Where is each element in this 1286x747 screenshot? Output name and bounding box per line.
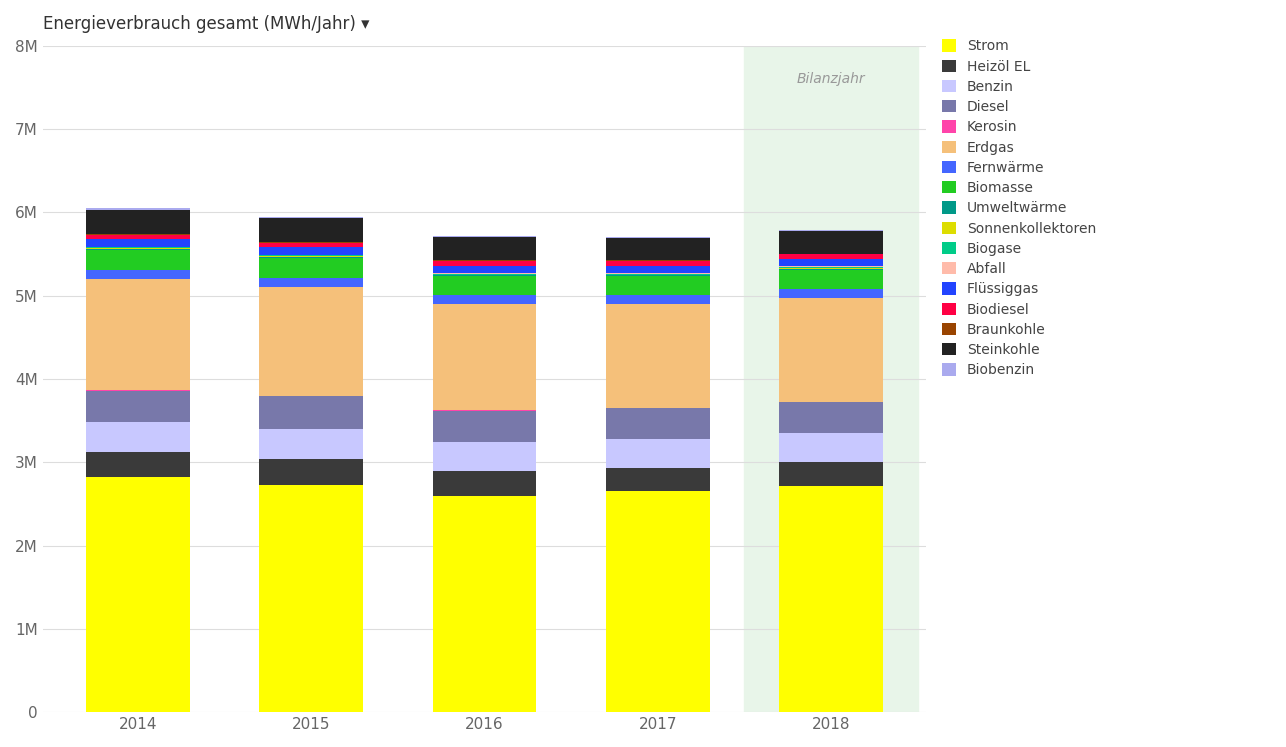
Bar <box>260 242 363 243</box>
Bar <box>86 239 190 247</box>
Bar <box>779 433 883 462</box>
Bar <box>779 255 883 259</box>
Bar <box>432 236 536 238</box>
Text: Energieverbrauch gesamt (MWh/Jahr) ▾: Energieverbrauch gesamt (MWh/Jahr) ▾ <box>42 15 369 33</box>
Bar <box>606 273 710 275</box>
Bar <box>260 397 363 429</box>
Bar <box>86 422 190 452</box>
Bar <box>606 408 710 439</box>
Bar <box>779 259 883 266</box>
Bar <box>779 289 883 297</box>
Bar <box>260 247 363 255</box>
Bar <box>260 278 363 287</box>
Bar <box>606 238 710 260</box>
Bar <box>432 261 536 266</box>
Bar <box>260 257 363 258</box>
Bar <box>260 287 363 396</box>
Bar <box>606 275 710 276</box>
Bar <box>779 253 883 255</box>
Bar <box>86 270 190 279</box>
Bar <box>86 234 190 235</box>
Text: Bilanzjahr: Bilanzjahr <box>796 72 865 87</box>
Bar <box>606 439 710 468</box>
Bar <box>779 267 883 268</box>
Bar <box>260 255 363 256</box>
Bar <box>432 442 536 471</box>
Bar <box>86 208 190 210</box>
Bar <box>606 261 710 266</box>
Bar <box>606 276 710 295</box>
Bar <box>432 260 536 261</box>
Bar <box>432 238 536 260</box>
Bar <box>260 485 363 712</box>
Bar <box>606 492 710 712</box>
Bar <box>606 260 710 261</box>
Bar <box>260 243 363 247</box>
Bar <box>779 269 883 270</box>
Bar <box>432 266 536 273</box>
Bar <box>86 249 190 250</box>
Bar <box>432 303 536 410</box>
Bar <box>86 235 190 239</box>
Bar <box>432 275 536 276</box>
Bar <box>432 496 536 712</box>
Bar <box>86 279 190 390</box>
Bar <box>432 273 536 275</box>
Bar <box>745 46 918 712</box>
Bar <box>86 391 190 422</box>
Bar <box>779 486 883 712</box>
Bar <box>606 468 710 492</box>
Bar <box>86 210 190 234</box>
Bar <box>606 237 710 238</box>
Bar <box>260 459 363 485</box>
Legend: Strom, Heizöl EL, Benzin, Diesel, Kerosin, Erdgas, Fernwärme, Biomasse, Umweltwä: Strom, Heizöl EL, Benzin, Diesel, Kerosi… <box>943 40 1096 377</box>
Bar <box>260 258 363 278</box>
Bar <box>260 218 363 242</box>
Bar <box>260 217 363 218</box>
Bar <box>606 266 710 273</box>
Bar <box>86 452 190 477</box>
Bar <box>432 295 536 303</box>
Bar <box>779 297 883 402</box>
Bar <box>779 462 883 486</box>
Bar <box>432 276 536 295</box>
Bar <box>779 230 883 231</box>
Bar <box>260 429 363 459</box>
Bar <box>432 471 536 496</box>
Bar <box>779 402 883 433</box>
Bar <box>606 303 710 408</box>
Bar <box>86 247 190 248</box>
Bar <box>779 231 883 253</box>
Bar <box>432 411 536 442</box>
Bar <box>86 250 190 270</box>
Bar <box>606 295 710 303</box>
Bar <box>86 477 190 712</box>
Bar <box>779 270 883 289</box>
